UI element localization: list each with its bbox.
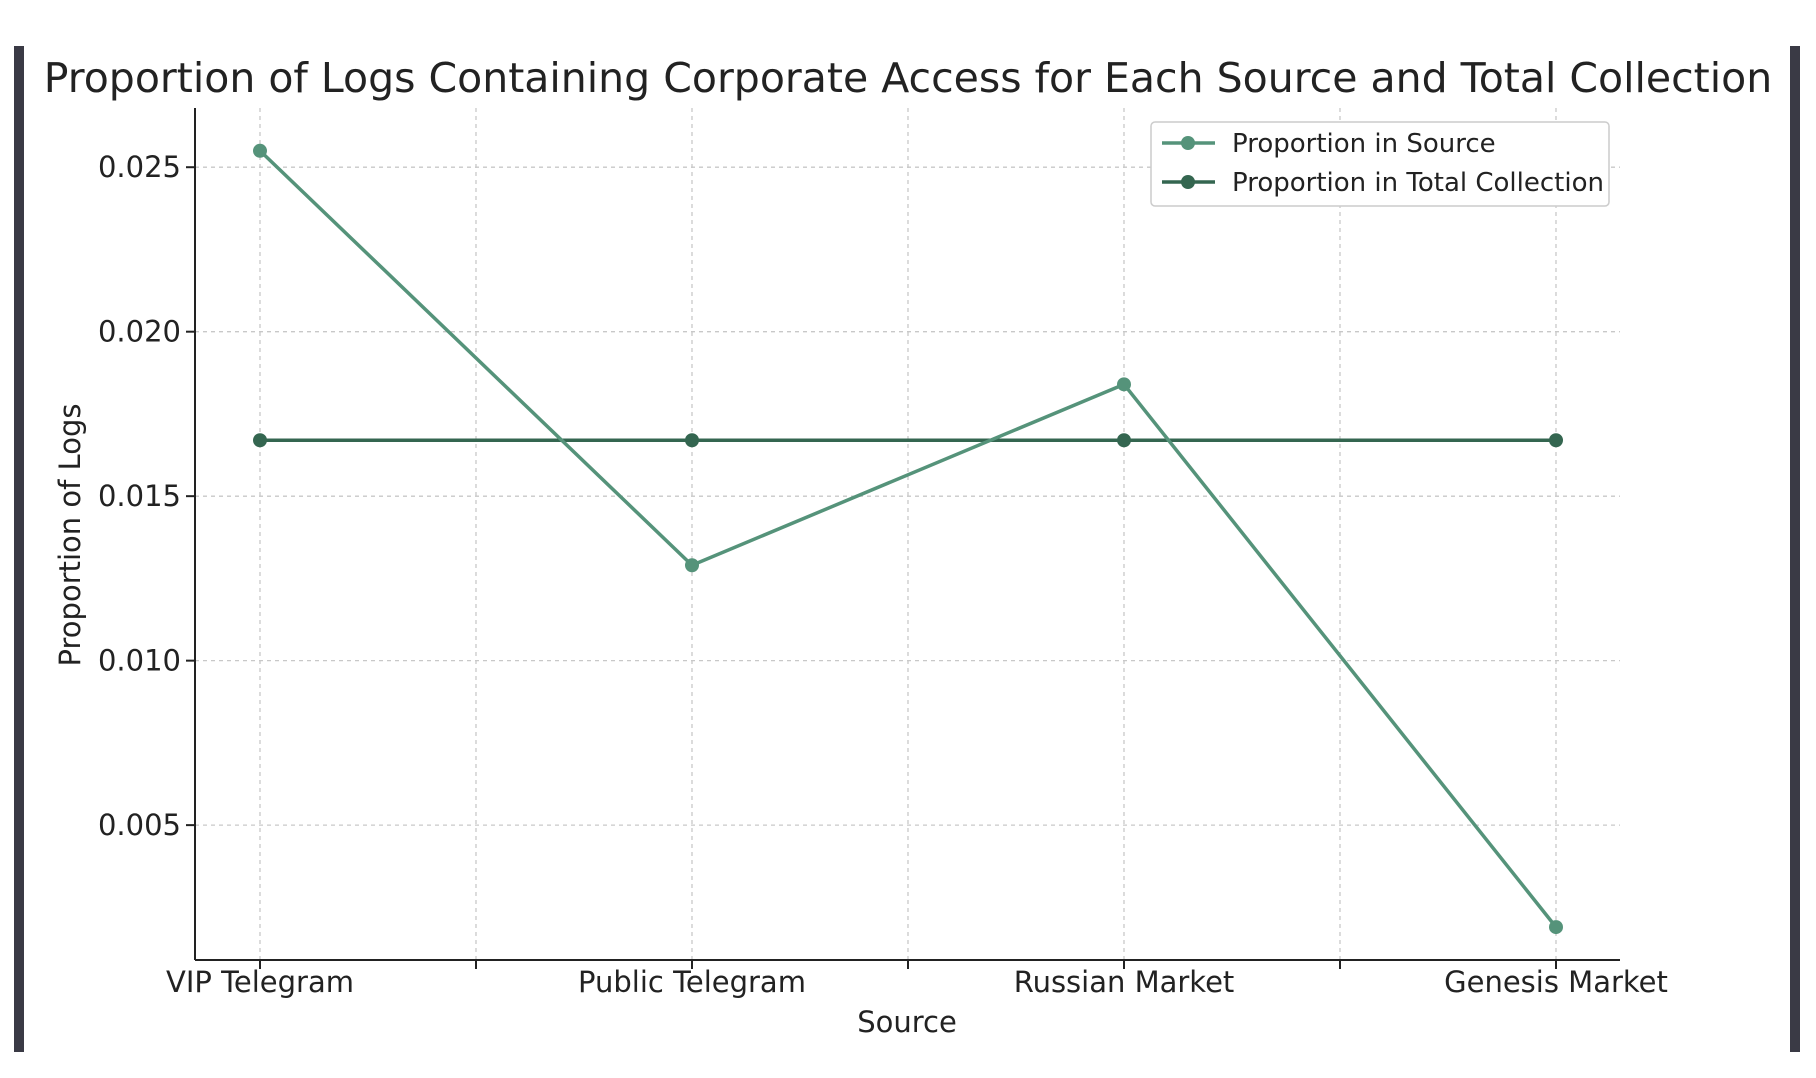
y-tick-label: 0.020 [98, 315, 181, 349]
y-tick-label: 0.015 [98, 479, 181, 513]
data-point-total [1117, 433, 1131, 448]
x-tick-label: Russian Market [1014, 965, 1235, 999]
y-tick-label: 0.005 [98, 808, 181, 842]
right-border-bar [1790, 46, 1800, 1052]
ticks-layer: 0.005 0.010 0.015 0.020 0.025 VIP Telegram Pub… [98, 150, 1668, 999]
y-tick-label: 0.010 [98, 644, 181, 678]
x-tick-label: Genesis Market [1444, 965, 1668, 999]
data-point-source [1549, 920, 1563, 935]
legend-box [1150, 121, 1610, 207]
data-point-total [253, 433, 267, 448]
legend-label-source: Proportion in Source [1232, 129, 1496, 159]
chart-title: Proportion of Logs Containing Corporate … [44, 54, 1772, 102]
legend-label-total: Proportion in Total Collection [1232, 168, 1604, 198]
x-axis-label: Source [857, 1005, 957, 1039]
series-line-source [258, 149, 1558, 929]
grid-layer [195, 108, 1620, 960]
data-point-source [685, 558, 699, 573]
x-tick-label: Public Telegram [578, 965, 806, 999]
legend: Proportion in Source Proportion in Total… [1150, 121, 1610, 207]
legend-marker-total [1181, 175, 1195, 189]
data-point-source [1117, 377, 1131, 392]
x-tick-label: VIP Telegram [166, 965, 354, 999]
data-point-total [1549, 433, 1563, 448]
y-tick-label: 0.025 [98, 150, 181, 184]
data-point-total [685, 433, 699, 448]
data-point-source [253, 143, 267, 158]
series-layer [253, 143, 1563, 935]
y-axis-label: Proportion of Logs [53, 404, 87, 667]
left-border-bar [14, 46, 24, 1052]
legend-marker-source [1181, 136, 1195, 150]
